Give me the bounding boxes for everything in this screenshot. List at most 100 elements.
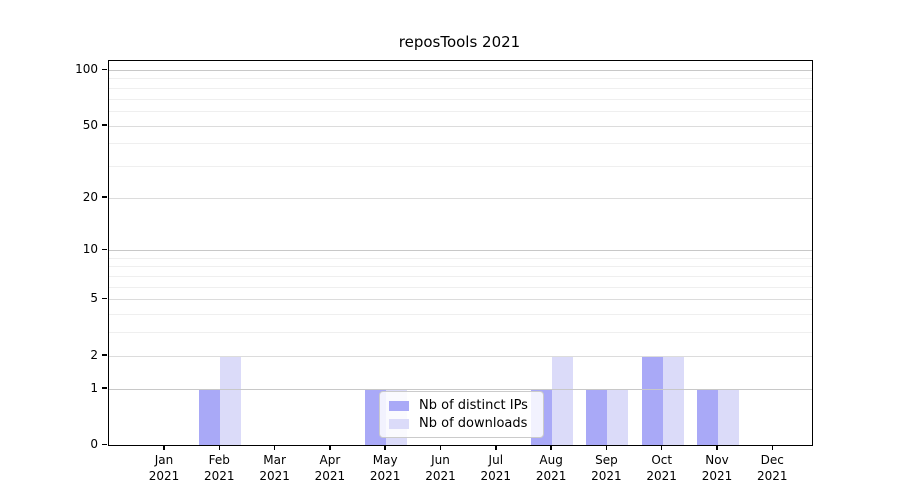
- x-axis-tick: [495, 445, 497, 450]
- y-tick-label: 50: [82, 117, 98, 132]
- x-tick-month: Oct: [651, 453, 673, 467]
- x-tick-month: Sep: [595, 453, 618, 467]
- bar-downloads: [718, 388, 739, 445]
- x-tick-year: 2021: [314, 469, 346, 483]
- major-gridline: [109, 299, 812, 301]
- x-axis-tick: [716, 445, 718, 450]
- bar-distinct-ips: [199, 388, 221, 445]
- x-axis-tick: [605, 445, 608, 450]
- legend-swatch-downloads: [389, 418, 409, 429]
- chart-title: reposTools 2021: [398, 33, 521, 51]
- major-gridline: [109, 70, 812, 71]
- minor-gridline: [109, 314, 812, 316]
- minor-gridline: [109, 87, 812, 89]
- x-axis-tick: [329, 445, 331, 450]
- x-tick-label: Apr 2021: [298, 452, 362, 484]
- y-tick-label: 0: [90, 437, 98, 451]
- x-axis-tick: [660, 445, 663, 450]
- legend-label-downloads: Nb of downloads: [419, 416, 528, 431]
- y-axis-tick: [102, 443, 107, 445]
- y-tick-label: 1: [90, 380, 98, 395]
- y-tick-label: 2: [90, 347, 98, 362]
- x-tick-month: May: [372, 453, 398, 467]
- x-tick-label: Feb 2021: [187, 452, 251, 484]
- legend-label-distinct-ips: Nb of distinct IPs: [419, 398, 528, 413]
- x-tick-year: 2021: [259, 469, 290, 483]
- minor-gridline: [109, 98, 812, 100]
- x-tick-year: 2021: [646, 469, 677, 483]
- x-tick-label: Dec 2021: [740, 452, 804, 484]
- minor-gridline: [109, 165, 812, 167]
- bar-downloads: [607, 388, 629, 445]
- x-tick-year: 2021: [701, 469, 733, 483]
- bar-downloads: [552, 355, 574, 445]
- minor-gridline: [109, 286, 812, 288]
- bar-downloads: [220, 355, 242, 445]
- y-tick-label: 100: [75, 62, 98, 76]
- x-axis-tick: [550, 445, 552, 450]
- x-tick-label: Jan 2021: [132, 452, 196, 484]
- x-tick-label: Oct 2021: [630, 452, 694, 484]
- y-axis-tick: [102, 124, 107, 126]
- x-axis-tick: [771, 445, 774, 450]
- x-axis-tick: [439, 445, 442, 450]
- y-axis-tick: [102, 248, 107, 251]
- x-tick-month: Jun: [431, 453, 450, 467]
- x-tick-year: 2021: [425, 469, 456, 483]
- x-tick-month: Mar: [263, 453, 286, 467]
- minor-gridline: [109, 332, 812, 334]
- y-axis-tick: [102, 297, 107, 300]
- x-tick-label: Aug 2021: [519, 452, 583, 484]
- y-tick-label: 5: [90, 291, 98, 306]
- legend-swatch-distinct-ips: [389, 400, 409, 411]
- x-tick-year: 2021: [480, 469, 512, 483]
- major-gridline: [109, 355, 812, 357]
- x-axis-tick: [163, 445, 165, 450]
- major-gridline: [109, 250, 812, 252]
- y-axis-tick: [102, 196, 107, 198]
- bar-distinct-ips: [697, 388, 718, 445]
- major-gridline: [109, 388, 812, 390]
- x-axis-tick: [218, 445, 221, 450]
- y-tick-label: 10: [82, 242, 98, 257]
- x-tick-year: 2021: [148, 469, 180, 483]
- minor-gridline: [109, 257, 812, 259]
- x-tick-year: 2021: [369, 469, 401, 483]
- x-tick-year: 2021: [535, 469, 567, 483]
- x-tick-month: Apr: [319, 453, 341, 467]
- x-tick-label: Jun 2021: [409, 452, 473, 484]
- x-tick-month: Feb: [208, 453, 230, 467]
- x-tick-label: Jul 2021: [464, 452, 528, 484]
- minor-gridline: [109, 276, 812, 278]
- x-tick-label: May 2021: [353, 452, 417, 484]
- y-axis-tick: [102, 387, 107, 389]
- bar-distinct-ips: [641, 355, 663, 445]
- x-tick-year: 2021: [757, 469, 788, 483]
- x-tick-year: 2021: [204, 469, 235, 483]
- plot-area: Nb of distinct IPs Nb of downloads: [108, 60, 813, 446]
- minor-gridline: [109, 110, 812, 112]
- y-axis-tick: [102, 354, 107, 356]
- x-tick-month: Jan: [154, 453, 174, 467]
- y-tick-label: 20: [82, 189, 98, 204]
- legend-item-downloads: Nb of downloads: [389, 416, 534, 431]
- legend-item-distinct-ips: Nb of distinct IPs: [389, 398, 534, 413]
- legend: Nb of distinct IPs Nb of downloads: [379, 391, 544, 438]
- major-gridline: [109, 197, 812, 199]
- major-gridline: [109, 125, 812, 127]
- x-tick-month: Jul: [488, 453, 504, 467]
- minor-gridline: [109, 143, 812, 145]
- bar-distinct-ips: [586, 388, 608, 445]
- x-tick-month: Nov: [705, 453, 729, 467]
- x-axis-tick: [384, 445, 386, 450]
- minor-gridline: [109, 266, 812, 268]
- x-tick-month: Dec: [760, 453, 784, 467]
- x-axis-tick: [273, 445, 276, 450]
- minor-gridline: [109, 78, 812, 80]
- bar-downloads: [662, 355, 684, 445]
- x-tick-month: Aug: [539, 453, 563, 467]
- x-tick-label: Sep 2021: [574, 452, 638, 484]
- y-axis-tick: [102, 68, 107, 70]
- x-tick-label: Mar 2021: [243, 452, 307, 484]
